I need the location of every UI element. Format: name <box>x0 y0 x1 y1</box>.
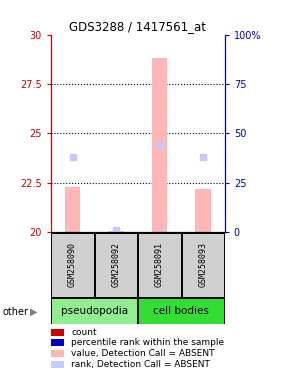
Bar <box>108 231 124 232</box>
Text: cell bodies: cell bodies <box>153 306 209 316</box>
Bar <box>95 233 137 297</box>
Bar <box>152 58 167 232</box>
Text: percentile rank within the sample: percentile rank within the sample <box>71 338 224 348</box>
Bar <box>195 189 211 232</box>
Text: GSM258090: GSM258090 <box>68 242 77 288</box>
Text: rank, Detection Call = ABSENT: rank, Detection Call = ABSENT <box>71 360 210 369</box>
Bar <box>51 233 94 297</box>
Text: other: other <box>3 307 29 317</box>
Bar <box>65 187 80 232</box>
Title: GDS3288 / 1417561_at: GDS3288 / 1417561_at <box>69 20 206 33</box>
Bar <box>51 298 137 324</box>
Text: pseudopodia: pseudopodia <box>61 306 128 316</box>
Text: count: count <box>71 328 97 337</box>
Text: ▶: ▶ <box>30 307 38 317</box>
Text: GSM258091: GSM258091 <box>155 242 164 288</box>
Bar <box>138 298 224 324</box>
Text: GSM258092: GSM258092 <box>111 242 121 288</box>
Text: GSM258093: GSM258093 <box>198 242 208 288</box>
Text: value, Detection Call = ABSENT: value, Detection Call = ABSENT <box>71 349 215 358</box>
Bar <box>138 233 181 297</box>
Bar <box>182 233 224 297</box>
